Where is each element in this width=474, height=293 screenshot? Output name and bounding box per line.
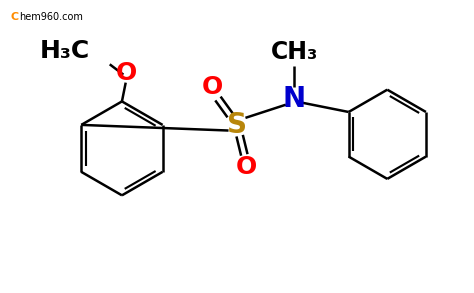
Text: H₃C: H₃C [39,39,90,63]
Text: O: O [202,75,223,99]
Text: O: O [116,61,137,85]
Text: O: O [236,155,257,179]
Text: hem960.com: hem960.com [18,12,82,22]
Text: CH₃: CH₃ [271,40,318,64]
Text: C: C [10,12,19,22]
Text: N: N [283,85,306,113]
Text: S: S [227,111,247,139]
